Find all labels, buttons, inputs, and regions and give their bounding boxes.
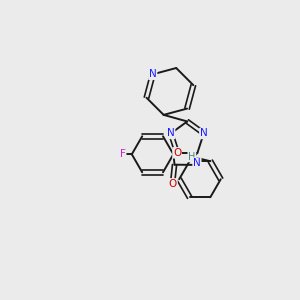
Text: F: F bbox=[120, 149, 125, 159]
Text: N: N bbox=[149, 69, 157, 79]
Text: O: O bbox=[169, 179, 177, 189]
Text: N: N bbox=[200, 128, 208, 138]
Text: H: H bbox=[188, 152, 196, 162]
Text: N: N bbox=[167, 128, 175, 138]
Text: O: O bbox=[173, 148, 181, 158]
Text: N: N bbox=[193, 158, 201, 168]
